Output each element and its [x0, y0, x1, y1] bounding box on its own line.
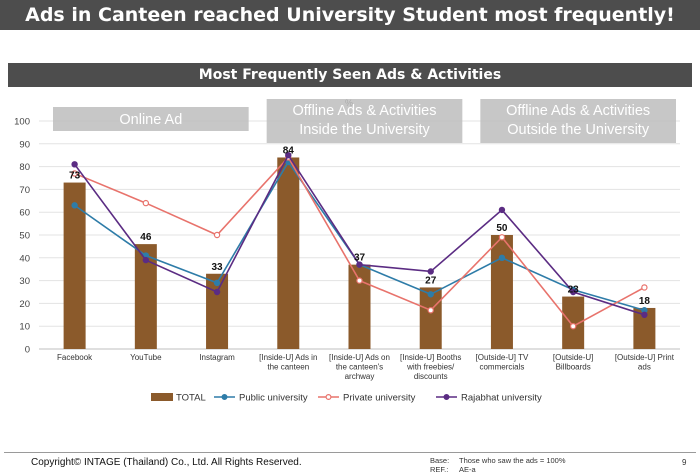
x-tick-label: ads: [638, 363, 651, 372]
x-tick-label: with freebies/: [406, 363, 455, 372]
bar-4: [348, 264, 371, 349]
ref-label: REF.:: [430, 465, 449, 474]
footer-divider: [4, 452, 696, 453]
base-label: Base:: [430, 456, 450, 465]
bar-3: [277, 157, 300, 349]
page-title: Ads in Canteen reached University Studen…: [0, 0, 700, 30]
x-tick-label: [Outside-U] TV: [476, 353, 529, 362]
legend-label: Public university: [239, 393, 308, 404]
base-text: Those who saw the ads = 100%: [459, 456, 566, 465]
bar-2: [206, 273, 229, 349]
y-tick-label: 40: [19, 253, 30, 264]
series-point: [142, 256, 150, 264]
y-tick-label: 50: [19, 231, 30, 242]
group-banner: [480, 99, 676, 143]
series-point: [641, 311, 648, 318]
y-tick-label: 60: [19, 208, 30, 219]
legend-marker: [221, 394, 228, 401]
page-number: 9: [682, 458, 687, 467]
series-point: [498, 234, 506, 241]
x-tick-label: discounts: [414, 372, 448, 381]
x-tick-label: YouTube: [130, 353, 162, 362]
bar-5: [419, 287, 442, 349]
legend-label: TOTAL: [176, 393, 206, 404]
data-label: 37: [354, 253, 366, 264]
chart-title: Most Frequently Seen Ads & Activities: [8, 63, 692, 87]
ref-text: AE-a: [459, 465, 476, 474]
series-point: [569, 288, 577, 296]
series-point: [71, 202, 78, 209]
series-point: [285, 151, 292, 159]
series-point: [569, 322, 577, 330]
series-point: [71, 170, 78, 177]
series-point: [427, 307, 434, 314]
x-tick-label: Facebook: [57, 353, 93, 362]
series-point: [356, 277, 363, 284]
series-point: [641, 284, 648, 291]
series-point: [427, 291, 434, 298]
bar-1: [134, 244, 157, 349]
data-label: 50: [496, 223, 508, 234]
legend-swatch: [151, 393, 173, 401]
y-tick-label: 90: [19, 139, 30, 150]
bar-0: [63, 182, 86, 349]
data-label: 73: [69, 171, 81, 182]
y-tick-label: 20: [19, 299, 30, 310]
group-banner: [53, 107, 249, 131]
y-tick-label: 80: [19, 162, 30, 173]
data-label: 33: [211, 262, 223, 273]
series-point: [356, 261, 363, 268]
x-tick-label: the canteen: [267, 363, 309, 372]
data-label: 84: [283, 145, 295, 156]
y-tick-label: 0: [25, 345, 30, 356]
y-tick-label: 10: [19, 322, 30, 333]
x-tick-label: archway: [345, 372, 375, 381]
x-tick-label: Billboards: [556, 363, 591, 372]
base-note: Base: Those who saw the ads = 100% REF.:…: [430, 456, 566, 474]
group-label: Outside the University: [507, 122, 650, 138]
bar-8: [633, 307, 656, 349]
series-point: [498, 254, 506, 261]
data-label: 18: [639, 296, 651, 307]
x-tick-label: commercials: [479, 363, 524, 372]
group-label: Offline Ads & Activities: [293, 103, 437, 119]
bar-6: [490, 235, 513, 349]
group-label: Offline Ads & Activities: [506, 103, 650, 119]
x-tick-label: [Inside-U] Ads on: [329, 353, 390, 362]
x-tick-label: the canteen's: [336, 363, 383, 372]
data-label: 23: [568, 285, 580, 296]
series-point: [213, 279, 221, 287]
legend-marker: [443, 394, 450, 401]
data-label: 46: [140, 232, 152, 243]
series-point: [498, 206, 506, 214]
series-point: [71, 161, 78, 168]
legend-marker: [325, 394, 332, 401]
y-tick-label: 70: [19, 185, 30, 196]
series-point: [427, 268, 434, 275]
group-label: Online Ad: [119, 112, 182, 128]
series-point: [142, 199, 150, 207]
copyright-text: Copyright© INTAGE (Thailand) Co., Ltd. A…: [31, 457, 302, 468]
x-tick-label: [Outside-U]: [553, 353, 593, 362]
bar-7: [562, 296, 585, 349]
series-point: [213, 288, 221, 296]
data-label: 27: [425, 275, 437, 286]
group-label: Inside the University: [299, 122, 430, 138]
y-tick-label: 100: [14, 117, 30, 128]
legend-label: Rajabhat university: [461, 393, 542, 404]
x-tick-label: [Inside-U] Ads in: [259, 353, 317, 362]
y-tick-label: 30: [19, 276, 30, 287]
series-point: [213, 231, 221, 239]
x-tick-label: [Inside-U] Booths: [400, 353, 461, 362]
legend-label: Private university: [343, 393, 416, 404]
x-tick-label: [Outside-U] Print: [615, 353, 675, 362]
x-tick-label: Instagram: [199, 353, 235, 362]
group-banner: [266, 99, 463, 143]
